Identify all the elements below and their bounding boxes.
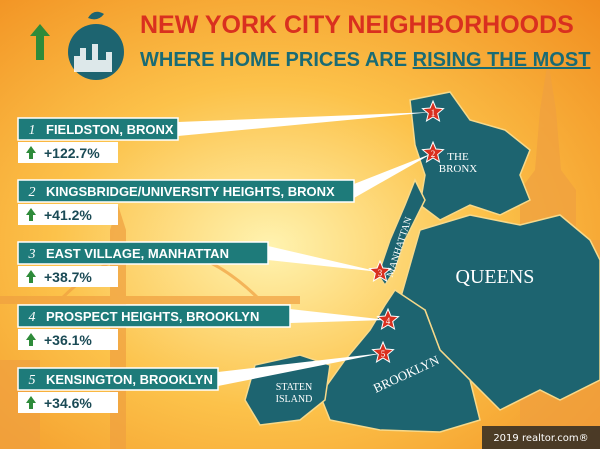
map-star [371, 340, 395, 363]
star-rank: 3 [378, 268, 383, 278]
map-star [368, 259, 392, 282]
subtitle-prefix: WHERE HOME PRICES ARE [140, 49, 413, 71]
neighborhood-name: FIELDSTON, BRONX [46, 122, 174, 137]
title: NEW YORK CITY NEIGHBORHOODS [140, 11, 574, 39]
map-label: BRONX [439, 163, 478, 175]
neighborhood-name: EAST VILLAGE, MANHATTAN [46, 246, 229, 261]
pointer [178, 112, 433, 136]
name-box [17, 117, 179, 141]
pointer [290, 309, 388, 323]
change: +41.2% [44, 207, 92, 223]
change: +34.6% [44, 395, 92, 411]
neighborhood-row: 1 FIELDSTON, BRONX +122.7% 1 [17, 99, 445, 163]
rank: 3 [28, 247, 36, 262]
nyc-map [244, 91, 600, 433]
star-rank: 2 [431, 149, 436, 159]
change: +122.7% [44, 145, 100, 161]
change-box [18, 142, 118, 163]
neighborhood-name: PROSPECT HEIGHTS, BROOKLYN [46, 309, 259, 324]
up-arrow [26, 333, 36, 346]
star-rank: 1 [431, 108, 436, 118]
up-arrow [26, 146, 36, 159]
change-box [18, 392, 118, 413]
change-box [18, 329, 118, 350]
subtitle-emphasis: RISING THE MOST [413, 49, 591, 71]
neighborhood-row: 2 KINGSBRIDGE/UNIVERSITY HEIGHTS, BRONX +4… [17, 140, 445, 225]
pointer [268, 246, 380, 272]
pointer [218, 353, 383, 386]
neighborhood-name: KINGSBRIDGE/UNIVERSITY HEIGHTS, BRONX [46, 184, 335, 199]
rank: 1 [29, 123, 36, 138]
change: +38.7% [44, 269, 92, 285]
up-arrow [26, 208, 36, 221]
change-box [18, 266, 118, 287]
rank: 5 [29, 373, 36, 388]
neighborhood-name: KENSINGTON, BROOKLYN [46, 372, 213, 387]
map-label: ISLAND [276, 394, 313, 405]
manhattan-shape [377, 178, 426, 287]
map-star [421, 99, 445, 122]
header-icon [30, 11, 124, 80]
credit-box [482, 426, 600, 449]
up-arrow [26, 270, 36, 283]
rank: 4 [29, 310, 36, 325]
bronx-shape [409, 91, 531, 221]
change-box [18, 204, 118, 225]
star-rank: 4 [386, 316, 391, 326]
name-box [17, 367, 219, 391]
change: +36.1% [44, 332, 92, 348]
map-label: QUEENS [456, 266, 535, 288]
pointer [354, 153, 433, 198]
name-box [17, 304, 291, 328]
map-star [421, 140, 445, 163]
credit: 2019 realtor.com® [493, 433, 588, 444]
neighborhood-list: 1 FIELDSTON, BRONX +122.7% 1 2 KINGSBRIDGE/UN… [17, 99, 445, 413]
neighborhood-row: 3 EAST VILLAGE, MANHATTAN +38.7% 3 [17, 241, 392, 287]
name-box [17, 179, 355, 203]
brooklyn-shape [319, 288, 481, 433]
rank: 2 [29, 185, 36, 200]
star-rank: 5 [381, 349, 386, 359]
neighborhood-row: 5 KENSINGTON, BROOKLYN +34.6% 5 [17, 340, 395, 413]
map-label: STATEN [276, 382, 312, 393]
subtitle: WHERE HOME PRICES ARE RISING THE MOST [140, 49, 590, 71]
neighborhood-row: 4 PROSPECT HEIGHTS, BROOKLYN +36.1% 4 [17, 304, 400, 350]
up-arrow [26, 396, 36, 409]
name-box [17, 241, 269, 265]
map-star [376, 307, 400, 330]
map-label: THE [447, 151, 469, 163]
up-arrow-icon [30, 24, 50, 60]
